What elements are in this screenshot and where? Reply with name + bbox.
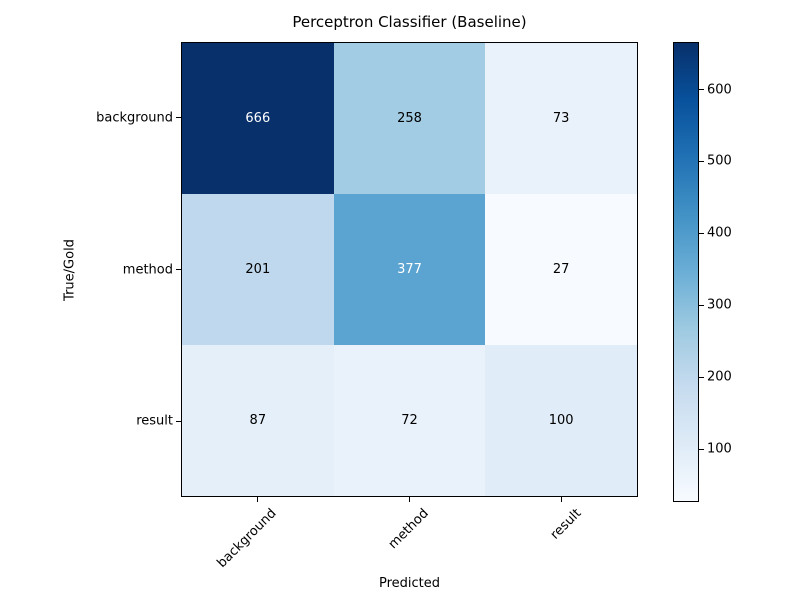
x-tick-mark (409, 497, 410, 502)
heatmap-cell: 87 (182, 345, 334, 496)
colorbar-tick-label: 400 (707, 225, 732, 241)
y-tick-label: result (136, 413, 173, 429)
x-tick-label: result (547, 506, 585, 543)
heatmap-cell: 201 (182, 194, 334, 345)
y-tick-mark (176, 117, 181, 119)
cell-value: 666 (245, 111, 271, 126)
cell-value: 73 (552, 111, 570, 126)
colorbar-tick-label: 500 (707, 153, 732, 169)
colorbar-tick-mark (699, 448, 704, 450)
colorbar-tick-mark (699, 232, 704, 234)
heatmap-cell: 72 (333, 345, 486, 496)
heatmap-cell: 100 (485, 345, 637, 496)
cell-value: 201 (245, 262, 271, 277)
colorbar-tick-mark (699, 89, 704, 90)
heatmap-cell: 73 (485, 43, 637, 194)
colorbar-tick-mark (699, 304, 704, 306)
x-axis-label: Predicted (378, 576, 441, 591)
x-tick-label: background (214, 506, 280, 571)
cell-value: 87 (249, 413, 267, 428)
cell-value: 72 (401, 413, 418, 428)
cell-value: 100 (548, 413, 574, 428)
x-tick-mark (561, 497, 563, 502)
colorbar-tick-mark (699, 160, 704, 162)
colorbar (673, 42, 699, 502)
colorbar-tick-label: 200 (707, 369, 732, 385)
heatmap-grid: 666 258 73 201 377 27 87 72 100 (181, 42, 638, 497)
chart-title: Perceptron Classifier (Baseline) (292, 13, 527, 31)
y-tick-label: background (96, 110, 173, 126)
heatmap-cell: 666 (182, 43, 334, 194)
colorbar-tick-label: 600 (707, 82, 732, 97)
heatmap-cell: 27 (485, 194, 637, 345)
y-axis-label: True/Gold (62, 239, 78, 301)
colorbar-tick-mark (699, 376, 704, 378)
colorbar-tick-label: 100 (707, 441, 732, 457)
cell-value: 27 (552, 262, 570, 277)
y-tick-mark (176, 269, 181, 270)
x-tick-label: method (385, 506, 433, 553)
heatmap-cell: 258 (333, 43, 486, 194)
cell-value: 258 (397, 111, 422, 126)
y-tick-mark (176, 420, 181, 422)
colorbar-tick-label: 300 (707, 297, 732, 313)
heatmap-cell: 377 (333, 194, 486, 345)
x-tick-mark (256, 497, 258, 502)
cell-value: 377 (397, 262, 422, 277)
y-tick-label: method (122, 262, 173, 277)
